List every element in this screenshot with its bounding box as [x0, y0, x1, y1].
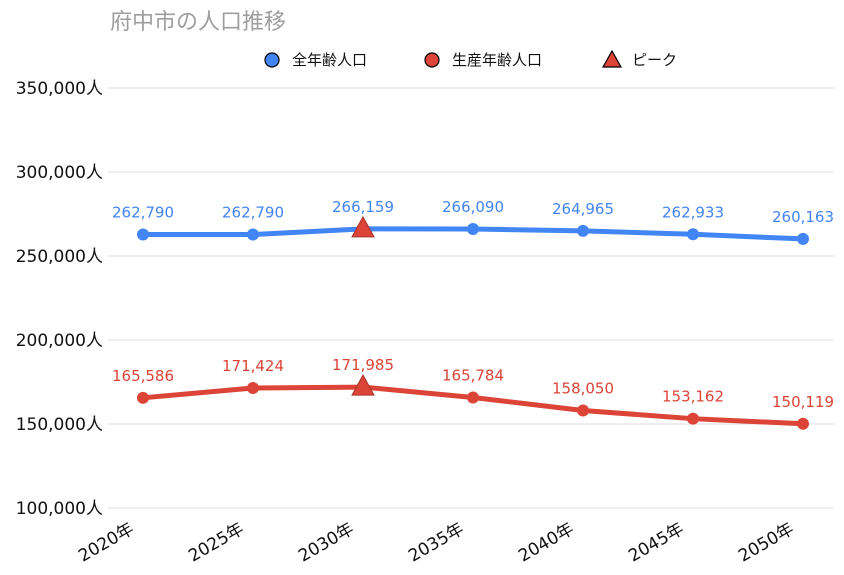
data-label: 262,933: [662, 203, 724, 221]
y-tick-label: 100,000人: [16, 499, 103, 519]
peak-marker: [351, 374, 375, 396]
x-tick-label: 2030年: [295, 519, 357, 566]
data-label: 264,965: [552, 200, 614, 218]
data-point: [797, 417, 809, 430]
data-label: 262,790: [222, 204, 284, 222]
data-point: [577, 224, 589, 237]
data-point: [467, 222, 479, 235]
legend-label: ピーク: [632, 51, 677, 69]
x-tick-label: 2040年: [515, 519, 577, 566]
y-tick-label: 250,000人: [16, 247, 103, 267]
data-point: [797, 232, 809, 245]
legend-label: 生産年齢人口: [452, 51, 542, 69]
x-tick-label: 2020年: [75, 519, 137, 566]
data-label: 153,162: [662, 388, 724, 406]
legend-marker: [601, 49, 623, 68]
data-label: 171,424: [222, 357, 284, 375]
data-label: 266,090: [442, 198, 504, 216]
y-tick-label: 350,000人: [16, 79, 103, 99]
data-point: [467, 391, 479, 404]
chart-title: 府中市の人口推移: [110, 10, 287, 35]
data-point: [687, 412, 699, 425]
y-tick-label: 300,000人: [16, 163, 103, 183]
x-tick-label: 2035年: [405, 519, 467, 566]
data-label: 165,586: [112, 367, 174, 385]
data-point: [577, 404, 589, 417]
data-point: [137, 391, 149, 404]
legend-label: 全年齢人口: [292, 51, 367, 69]
data-label: 266,159: [332, 198, 394, 216]
y-tick-label: 200,000人: [16, 331, 103, 351]
data-label: 262,790: [112, 204, 174, 222]
data-point: [247, 228, 259, 241]
legend-marker: [424, 52, 440, 68]
x-tick-label: 2025年: [185, 519, 247, 566]
data-label: 260,163: [772, 208, 834, 226]
data-label: 171,985: [332, 356, 394, 374]
data-point: [687, 228, 699, 241]
data-label: 158,050: [552, 379, 614, 397]
data-label: 150,119: [772, 393, 834, 411]
legend-marker: [264, 52, 280, 68]
data-label: 165,784: [442, 366, 504, 384]
peak-marker: [351, 215, 375, 238]
x-tick-label: 2045年: [625, 519, 687, 566]
y-tick-label: 150,000人: [16, 415, 103, 435]
data-point: [247, 382, 259, 395]
data-point: [137, 228, 149, 241]
x-tick-label: 2050年: [735, 519, 797, 566]
